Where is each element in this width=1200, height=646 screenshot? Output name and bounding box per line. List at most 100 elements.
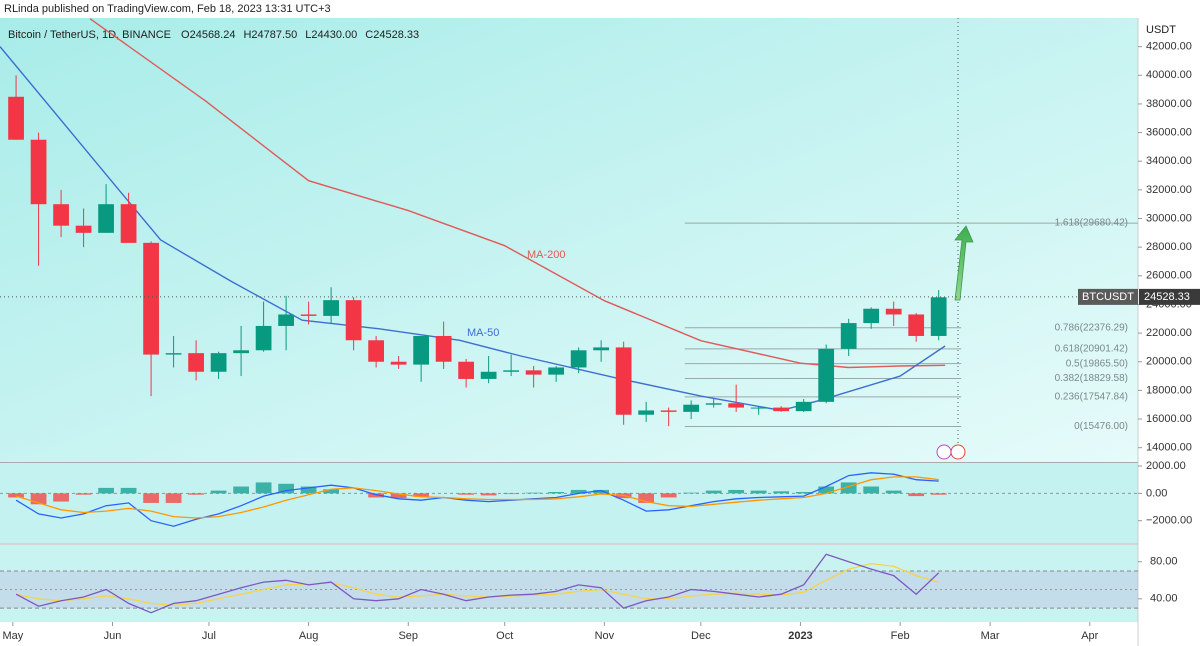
x-tick-label: Feb <box>891 630 910 642</box>
macd-histogram <box>525 492 542 494</box>
candle-body <box>705 403 722 405</box>
ohlc-label: H24787.50 <box>243 29 297 41</box>
candle-body <box>795 401 812 412</box>
price-tag-label: 24528.33 <box>1144 291 1190 303</box>
macd-histogram <box>863 486 880 494</box>
rsi-tick-label: 80.00 <box>1150 556 1178 568</box>
header: RLinda published on TradingView.com, Feb… <box>4 3 331 15</box>
y-tick-label: 32000.00 <box>1146 184 1192 196</box>
candle-body <box>323 300 339 316</box>
macd-histogram <box>30 493 47 505</box>
macd-histogram <box>300 486 317 494</box>
fib-label: 0.236(17547.84) <box>1055 392 1128 403</box>
candle-body <box>908 314 925 336</box>
macd-histogram <box>570 489 587 494</box>
macd-histogram <box>818 486 835 494</box>
x-tick-label: 2023 <box>788 630 812 642</box>
ohlc-label: O24568.24 <box>181 29 235 41</box>
rsi-line <box>15 553 940 614</box>
candle-body <box>98 204 114 233</box>
ma-label: MA-50 <box>467 327 499 339</box>
macd-histogram <box>143 493 159 503</box>
target-arrow <box>954 225 974 301</box>
candle-body <box>120 204 137 243</box>
candle-body <box>570 350 587 368</box>
macd-histogram <box>233 486 249 494</box>
y-tick-label: 16000.00 <box>1146 413 1192 425</box>
candle-body <box>345 300 362 341</box>
price-pane <box>0 18 1138 462</box>
time-axis <box>0 622 1200 646</box>
y-tick-label: 30000.00 <box>1146 212 1192 224</box>
x-tick-label: Oct <box>496 630 513 642</box>
candle-body <box>435 335 452 362</box>
macd-line <box>15 472 939 527</box>
macd-histogram <box>593 489 610 494</box>
candle-body <box>165 353 182 355</box>
x-tick-label: Mar <box>981 630 1000 642</box>
candle-body <box>278 314 294 326</box>
macd-histogram <box>705 490 722 494</box>
candle-body <box>255 325 272 351</box>
x-tick-label: Nov <box>595 630 615 642</box>
macd-histogram <box>840 482 857 494</box>
y-tick-label: 40000.00 <box>1146 69 1192 81</box>
fib-label: 0(15476.00) <box>1074 421 1128 432</box>
symbol-tag-label: BTCUSDT <box>1082 291 1134 303</box>
x-tick-label: Sep <box>398 630 418 642</box>
macd-histogram <box>660 493 677 498</box>
macd-histogram <box>8 493 24 498</box>
candle-body <box>750 407 767 409</box>
fib-label: 0.618(20901.42) <box>1055 343 1128 354</box>
y-tick-label: 22000.00 <box>1146 327 1192 339</box>
macd-histogram <box>750 490 767 494</box>
macd-tick-label: −2000.00 <box>1146 515 1192 527</box>
macd-histogram <box>908 493 925 497</box>
candle-body <box>458 361 475 379</box>
macd-histogram <box>930 493 947 495</box>
price-axis <box>1138 18 1200 622</box>
y-tick-label: 18000.00 <box>1146 384 1192 396</box>
candle-body <box>390 361 407 365</box>
price-tag <box>1139 288 1200 305</box>
macd-histogram <box>390 493 407 499</box>
symbol-tag <box>1078 288 1138 305</box>
y-tick-label: 26000.00 <box>1146 270 1192 282</box>
candle-body <box>840 323 857 349</box>
candle-body <box>863 308 880 324</box>
macd-histogram <box>98 487 114 494</box>
candle-body <box>773 407 790 412</box>
macd-histogram <box>480 493 497 496</box>
macd-histogram <box>548 491 565 494</box>
candle-body <box>143 242 159 355</box>
x-tick-label: May <box>2 630 23 642</box>
macd-pane <box>0 463 1138 543</box>
macd-tick-label: 0.00 <box>1146 487 1167 499</box>
macd-histogram <box>728 489 745 494</box>
x-tick-label: Jul <box>202 630 216 642</box>
y-tick-label: 42000.00 <box>1146 41 1192 53</box>
candle-body <box>30 139 47 205</box>
macd-histogram <box>503 493 520 495</box>
macd-histogram <box>638 493 655 503</box>
candle-body <box>885 308 902 315</box>
candle-body <box>638 410 655 415</box>
macd-histogram <box>413 493 430 497</box>
candle-body <box>615 347 632 415</box>
macd-histogram <box>885 490 902 494</box>
signal-line <box>15 476 939 519</box>
candle-body <box>188 353 204 372</box>
ohlc-label: C24528.33 <box>365 29 419 41</box>
macd-histogram <box>165 493 182 503</box>
candle-body <box>8 96 24 140</box>
candle-body <box>683 404 700 412</box>
macd-histogram <box>323 489 339 494</box>
candle-body <box>930 297 947 336</box>
fib-label: 0.786(22376.29) <box>1055 322 1128 333</box>
candle-body <box>503 370 520 372</box>
currency: USDT <box>1146 24 1176 36</box>
candle-body <box>660 410 677 412</box>
symbol-title: Bitcoin / TetherUS, 1D, BINANCE <box>8 29 171 41</box>
macd-histogram <box>795 491 812 494</box>
